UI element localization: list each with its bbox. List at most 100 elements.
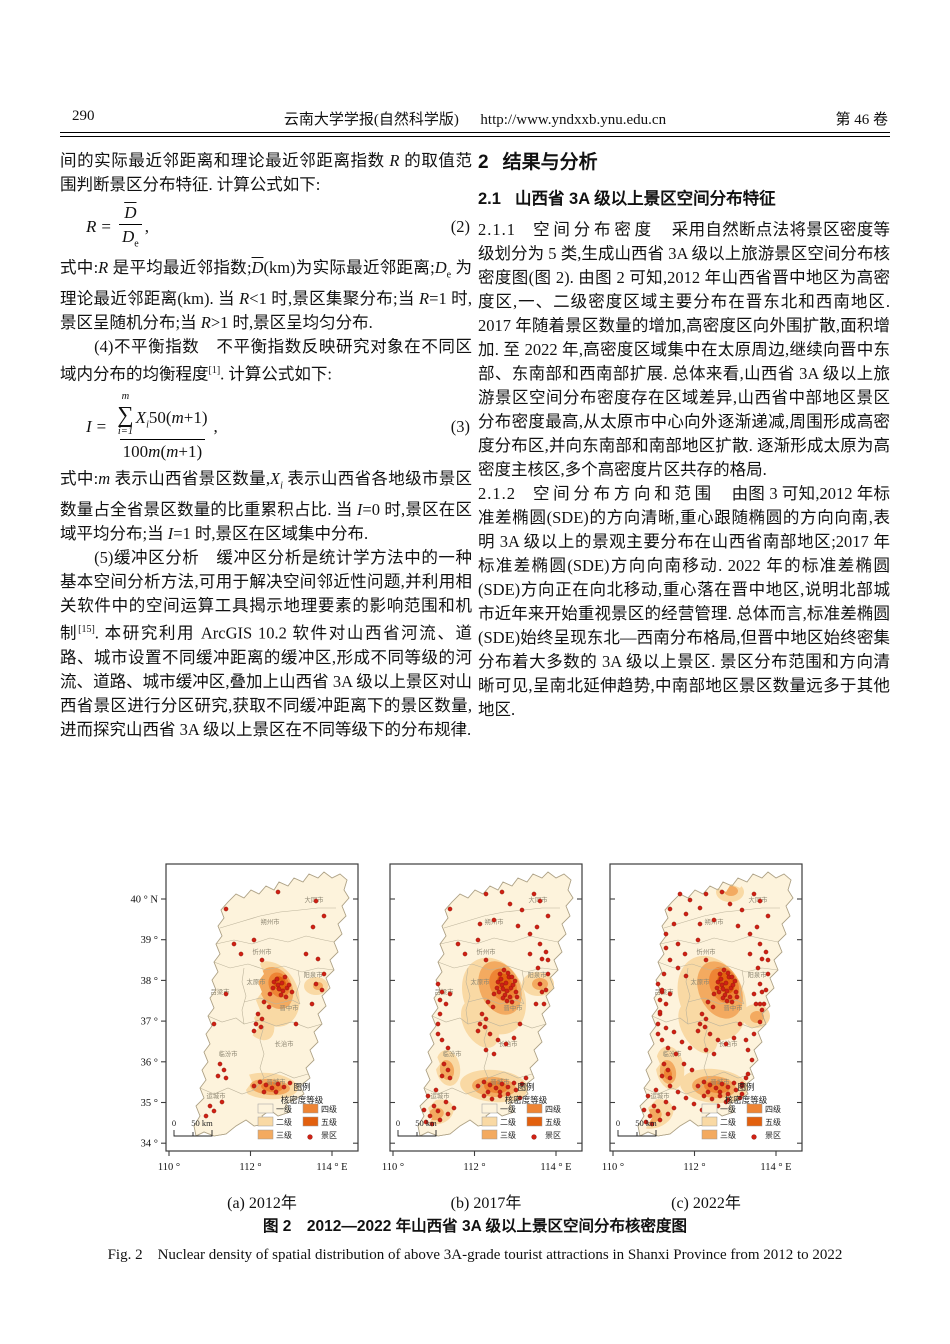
poi-dot xyxy=(734,994,740,1000)
poi-dot xyxy=(219,1099,225,1105)
legend-swatch xyxy=(257,1116,274,1127)
legend-label: 一级 xyxy=(500,1104,516,1114)
poi-dot xyxy=(535,965,541,971)
journal-title: 云南大学学报(自然科学版) xyxy=(283,112,459,128)
poi-dot xyxy=(659,1073,665,1079)
poi-dot xyxy=(663,1025,669,1031)
poi-dot xyxy=(663,1001,669,1007)
poi-dot xyxy=(435,1108,441,1114)
poi-dot xyxy=(504,998,510,1004)
poi-dot xyxy=(313,981,319,987)
lat-tick-label: 36 ° xyxy=(141,1057,158,1068)
poi-dot xyxy=(495,979,501,985)
poi-dot xyxy=(261,1089,267,1095)
poi-dot xyxy=(765,957,771,963)
poi-dot xyxy=(282,974,288,980)
legend-label: 四级 xyxy=(545,1104,561,1114)
poi-dot xyxy=(509,974,515,980)
poi-dot xyxy=(510,982,516,988)
poi-dot xyxy=(657,1009,663,1015)
poi-dot xyxy=(498,976,504,982)
poi-dot xyxy=(423,1119,429,1125)
poi-dot xyxy=(737,1095,743,1101)
legend-label: 景区 xyxy=(765,1131,781,1140)
poi-dot xyxy=(475,1083,481,1089)
poi-dot xyxy=(511,1080,517,1086)
poi-dot xyxy=(702,1024,708,1030)
poi-dot xyxy=(759,989,765,995)
legend-dot-swatch xyxy=(307,1134,313,1140)
city-border xyxy=(483,1025,489,1079)
poi-dot xyxy=(753,1001,759,1007)
poi-dot xyxy=(659,1037,665,1043)
poi-dot xyxy=(527,931,533,937)
poi-dot xyxy=(655,1031,661,1037)
poi-dot xyxy=(223,1075,229,1081)
poi-dot xyxy=(321,971,327,977)
poi-dot xyxy=(267,991,273,997)
poi-dot xyxy=(433,1087,439,1093)
legend-dot-swatch xyxy=(531,1134,537,1140)
poi-dot xyxy=(482,1024,488,1030)
city-border xyxy=(295,969,301,1005)
lon-tick-label: 110 ° xyxy=(382,1162,404,1173)
poi-dot xyxy=(759,1007,765,1013)
poi-dot xyxy=(514,994,520,1000)
poi-dot xyxy=(705,999,711,1005)
poi-dot xyxy=(513,1087,519,1093)
poi-dot xyxy=(747,931,753,937)
poi-dot xyxy=(259,1016,265,1022)
poi-dot xyxy=(211,1108,217,1114)
poi-dot xyxy=(275,889,281,895)
legend-label: 二级 xyxy=(500,1117,516,1127)
poi-dot xyxy=(500,986,506,992)
lon-tick-label: 110 ° xyxy=(158,1162,180,1173)
poi-dot xyxy=(733,1087,739,1093)
poi-dot xyxy=(721,967,727,973)
poi-dot xyxy=(695,1083,701,1089)
poi-dot xyxy=(499,1081,505,1087)
scale-bar: 0 50 km xyxy=(172,1118,213,1137)
poi-dot xyxy=(720,986,726,992)
poi-dot xyxy=(539,956,545,962)
legend-label: 二级 xyxy=(276,1117,292,1127)
legend-title: 图例 xyxy=(293,1082,310,1092)
poi-dot xyxy=(509,999,515,1005)
city-label: 朔州市 xyxy=(261,917,280,926)
poi-dot xyxy=(483,891,489,897)
lon-tick-label: 114 ° E xyxy=(540,1162,571,1173)
legend-swatch xyxy=(701,1116,718,1127)
poi-dot xyxy=(707,1031,713,1037)
poi-dot xyxy=(487,1082,493,1088)
poi-dot xyxy=(545,957,551,963)
poi-dot xyxy=(477,921,483,927)
poi-dot xyxy=(655,981,661,987)
poi-dot xyxy=(497,1089,503,1095)
poi-dot xyxy=(429,1121,435,1127)
poi-dot xyxy=(543,987,549,993)
poi-dot xyxy=(276,986,282,992)
poi-dot xyxy=(683,911,689,917)
poi-dot xyxy=(737,1021,743,1027)
poi-dot xyxy=(261,999,267,1005)
poi-dot xyxy=(539,989,545,995)
legend-dot-swatch xyxy=(751,1134,757,1140)
poi-dot xyxy=(490,1004,496,1010)
poi-dot xyxy=(435,1021,441,1027)
poi-dot xyxy=(545,971,551,977)
poi-dot xyxy=(675,1089,681,1095)
poi-dot xyxy=(483,1047,489,1053)
summation: m ∑ i=1 xyxy=(117,390,134,438)
map-content: 大同市朔州市忻州市太原市阳泉市吕梁市晋中市长治市临汾市晋城市运城市 xyxy=(637,871,794,1137)
poi-dot xyxy=(513,989,519,995)
legend-swatch xyxy=(257,1103,274,1114)
poi-dot xyxy=(718,976,724,982)
paragraph: (4)不平衡指数 不平衡指数反映研究对象在不同区域内分布的均衡程度[1]. 计算… xyxy=(60,337,472,384)
poi-dot xyxy=(491,1051,497,1057)
poi-dot xyxy=(715,979,721,985)
poi-dot xyxy=(435,1031,441,1037)
poi-dot xyxy=(462,951,468,957)
poi-dot xyxy=(485,999,491,1005)
